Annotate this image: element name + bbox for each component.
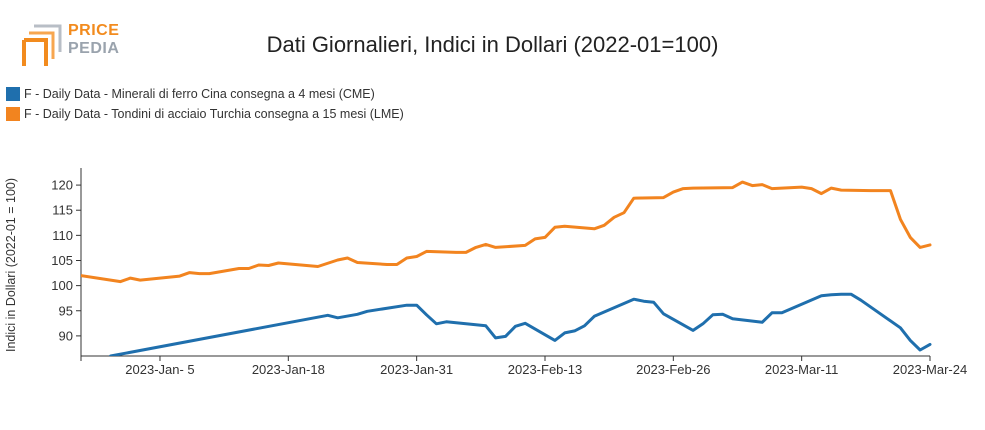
y-tick-label: 90 xyxy=(59,328,73,343)
logo-mark xyxy=(22,24,62,66)
y-tick-label: 110 xyxy=(52,228,73,243)
x-tick-label: 2023-Feb-13 xyxy=(508,362,582,377)
legend-swatch-iron-ore xyxy=(6,87,20,101)
legend-item-steel-rebar[interactable]: F - Daily Data - Tondini di acciaio Turc… xyxy=(6,104,404,124)
logo-text-pedia: PEDIA xyxy=(68,40,120,57)
chart-title: Dati Giornalieri, Indici in Dollari (202… xyxy=(266,32,719,57)
legend-label-steel-rebar: F - Daily Data - Tondini di acciaio Turc… xyxy=(24,107,404,121)
x-tick-label: 2023-Jan-31 xyxy=(380,362,453,377)
y-tick-label: 115 xyxy=(52,203,73,218)
x-tick-label: 2023-Mar-24 xyxy=(893,362,967,377)
legend-item-iron-ore[interactable]: F - Daily Data - Minerali di ferro Cina … xyxy=(6,84,404,104)
chart-legend: F - Daily Data - Minerali di ferro Cina … xyxy=(6,84,404,124)
legend-swatch-steel-rebar xyxy=(6,107,20,121)
x-tick-label: 2023-Mar-11 xyxy=(765,362,838,377)
y-tick-label: 95 xyxy=(59,303,73,318)
pricepedia-logo: PRICE PEDIA xyxy=(20,22,130,74)
y-tick-label: 105 xyxy=(51,253,73,268)
plot-area xyxy=(81,180,932,356)
x-tick-label: 2023-Jan- 5 xyxy=(125,362,194,377)
x-tick-label: 2023-Feb-26 xyxy=(636,362,710,377)
logo-text-price: PRICE xyxy=(68,22,120,39)
axes: 90 95 100 105 110 115 120 2023-Jan- 5 2023-Jan-1… xyxy=(51,168,967,377)
y-tick-label: 120 xyxy=(51,178,73,193)
x-tick-label: 2023-Jan-18 xyxy=(252,362,325,377)
series-line-iron-ore xyxy=(109,292,932,356)
series-line-steel-rebar xyxy=(81,180,932,284)
legend-label-iron-ore: F - Daily Data - Minerali di ferro Cina … xyxy=(24,87,375,101)
y-tick-label: 100 xyxy=(51,278,73,293)
